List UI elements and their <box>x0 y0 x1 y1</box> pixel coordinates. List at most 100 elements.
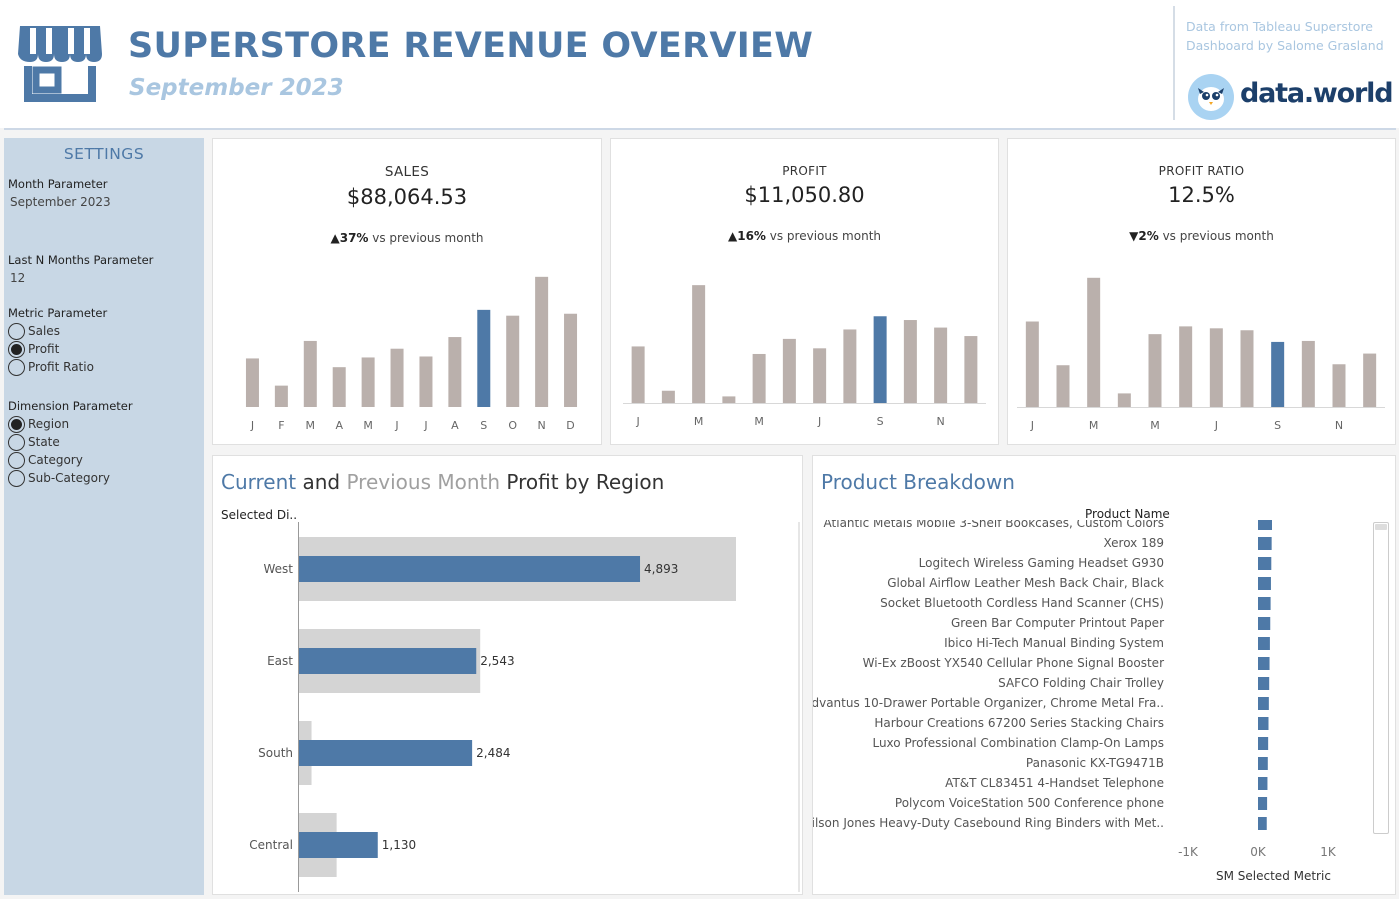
current-month-bar[interactable] <box>299 832 378 858</box>
month-bar[interactable] <box>1117 393 1131 407</box>
month-bar[interactable] <box>964 336 978 403</box>
radio-button[interactable] <box>8 433 25 451</box>
month-bar[interactable] <box>1332 364 1346 407</box>
radio-button[interactable] <box>8 415 25 433</box>
current-month-bar[interactable] <box>299 740 473 766</box>
month-bar[interactable] <box>843 329 857 403</box>
product-name[interactable]: Luxo Professional Combination Clamp-On L… <box>872 736 1164 750</box>
month-parameter-value[interactable]: September 2023 <box>10 195 111 209</box>
selected-dimension-header[interactable]: Selected Di.. <box>221 508 298 522</box>
month-bar[interactable] <box>361 357 375 407</box>
product-bar[interactable] <box>1258 677 1270 690</box>
product-name[interactable]: Xerox 189 <box>1103 536 1164 550</box>
product-bar[interactable] <box>1258 517 1272 530</box>
month-bar[interactable] <box>1271 341 1285 407</box>
radio-button[interactable] <box>8 469 25 487</box>
month-bar[interactable] <box>303 340 317 407</box>
product-bar[interactable] <box>1258 597 1271 610</box>
month-bar[interactable] <box>1148 334 1162 407</box>
product-name[interactable]: Ibico Hi-Tech Manual Binding System <box>944 636 1164 650</box>
product-name[interactable]: Logitech Wireless Gaming Headset G930 <box>919 556 1164 570</box>
product-bar[interactable] <box>1258 637 1270 650</box>
product-name[interactable]: Socket Bluetooth Cordless Hand Scanner (… <box>880 596 1164 610</box>
month-bar[interactable] <box>873 316 887 403</box>
month-bar[interactable] <box>692 285 706 403</box>
bar-value-label: 2,543 <box>480 654 514 668</box>
data-world-owl-icon[interactable] <box>1188 74 1234 120</box>
dimension-option-region[interactable]: Region <box>8 415 69 433</box>
month-bar[interactable] <box>661 390 675 403</box>
product-bar[interactable] <box>1258 617 1271 630</box>
month-bar[interactable] <box>1301 340 1315 407</box>
product-bar[interactable] <box>1258 657 1270 670</box>
month-bar[interactable] <box>1209 328 1223 407</box>
product-name[interactable]: Polycom VoiceStation 500 Conference phon… <box>895 796 1164 810</box>
month-bar[interactable] <box>1025 321 1039 407</box>
product-bar[interactable] <box>1258 737 1269 750</box>
month-bar[interactable] <box>934 327 948 403</box>
product-name[interactable]: AT&T CL83451 4-Handset Telephone <box>945 776 1164 790</box>
region-label[interactable]: East <box>267 654 293 668</box>
dimension-option-sub-category[interactable]: Sub-Category <box>8 469 110 487</box>
product-list-scrollbar[interactable] <box>1373 522 1389 834</box>
radio-button[interactable] <box>8 358 25 376</box>
current-month-bar[interactable] <box>299 648 477 674</box>
product-bar[interactable] <box>1258 697 1269 710</box>
dimension-option-category[interactable]: Category <box>8 451 83 469</box>
product-name[interactable]: Wi-Ex zBoost YX540 Cellular Phone Signal… <box>863 656 1164 670</box>
product-name[interactable]: Advantus 10-Drawer Portable Organizer, C… <box>813 696 1164 710</box>
product-name[interactable]: Panasonic KX-TG9471B <box>1026 756 1164 770</box>
product-bar[interactable] <box>1258 777 1268 790</box>
month-bar[interactable] <box>1240 330 1254 407</box>
region-label[interactable]: West <box>263 562 293 576</box>
month-bar[interactable] <box>390 348 404 407</box>
product-bar[interactable] <box>1258 577 1271 590</box>
radio-button[interactable] <box>8 451 25 469</box>
product-name[interactable]: Atlantic Metals Mobile 3-Shelf Bookcases… <box>824 516 1164 530</box>
region-label[interactable]: Central <box>249 838 293 852</box>
month-bar[interactable] <box>722 396 736 403</box>
product-bar[interactable] <box>1258 537 1272 550</box>
month-bar[interactable] <box>1087 277 1101 407</box>
scrollbar-thumb[interactable] <box>1375 524 1387 530</box>
month-bar[interactable] <box>419 356 433 407</box>
month-bar[interactable] <box>631 346 645 403</box>
month-bar[interactable] <box>274 385 288 407</box>
month-bar[interactable] <box>1056 365 1070 407</box>
last-n-months-value[interactable]: 12 <box>10 271 26 285</box>
product-bar[interactable] <box>1258 817 1267 830</box>
month-bar[interactable] <box>564 313 578 407</box>
month-bar[interactable] <box>813 348 827 403</box>
month-bar[interactable] <box>752 353 766 403</box>
product-name[interactable]: SAFCO Folding Chair Trolley <box>998 676 1164 690</box>
product-name[interactable]: Green Bar Computer Printout Paper <box>951 616 1164 630</box>
month-bar[interactable] <box>903 320 917 403</box>
month-bar[interactable] <box>332 367 346 407</box>
dimension-option-state[interactable]: State <box>8 433 60 451</box>
radio-button[interactable] <box>8 340 25 358</box>
dimension-parameter-label: Dimension Parameter <box>8 399 133 413</box>
product-name[interactable]: Wilson Jones Heavy-Duty Casebound Ring B… <box>813 816 1164 830</box>
product-bar[interactable] <box>1258 717 1269 730</box>
metric-option-profit-ratio[interactable]: Profit Ratio <box>8 358 94 376</box>
month-bar[interactable] <box>1363 353 1377 407</box>
data-world-logo-text[interactable]: data.world <box>1240 78 1394 109</box>
month-bar[interactable] <box>506 315 520 407</box>
month-bar[interactable] <box>535 276 549 407</box>
month-bar[interactable] <box>782 338 796 403</box>
product-bar[interactable] <box>1258 757 1268 770</box>
product-name[interactable]: Harbour Creations 67200 Series Stacking … <box>874 716 1164 730</box>
month-bar[interactable] <box>245 358 259 407</box>
current-month-bar[interactable] <box>299 556 641 582</box>
radio-button[interactable] <box>8 322 25 340</box>
month-bar[interactable] <box>477 309 491 407</box>
month-bar[interactable] <box>448 337 462 407</box>
product-bar[interactable] <box>1258 557 1272 570</box>
product-name[interactable]: Global Airflow Leather Mesh Back Chair, … <box>887 576 1164 590</box>
region-label[interactable]: South <box>258 746 293 760</box>
product-bar[interactable] <box>1258 797 1268 810</box>
metric-option-profit[interactable]: Profit <box>8 340 59 358</box>
metric-option-sales[interactable]: Sales <box>8 322 60 340</box>
product-name-column-header[interactable]: Product Name <box>1085 507 1170 521</box>
month-bar[interactable] <box>1179 326 1193 407</box>
